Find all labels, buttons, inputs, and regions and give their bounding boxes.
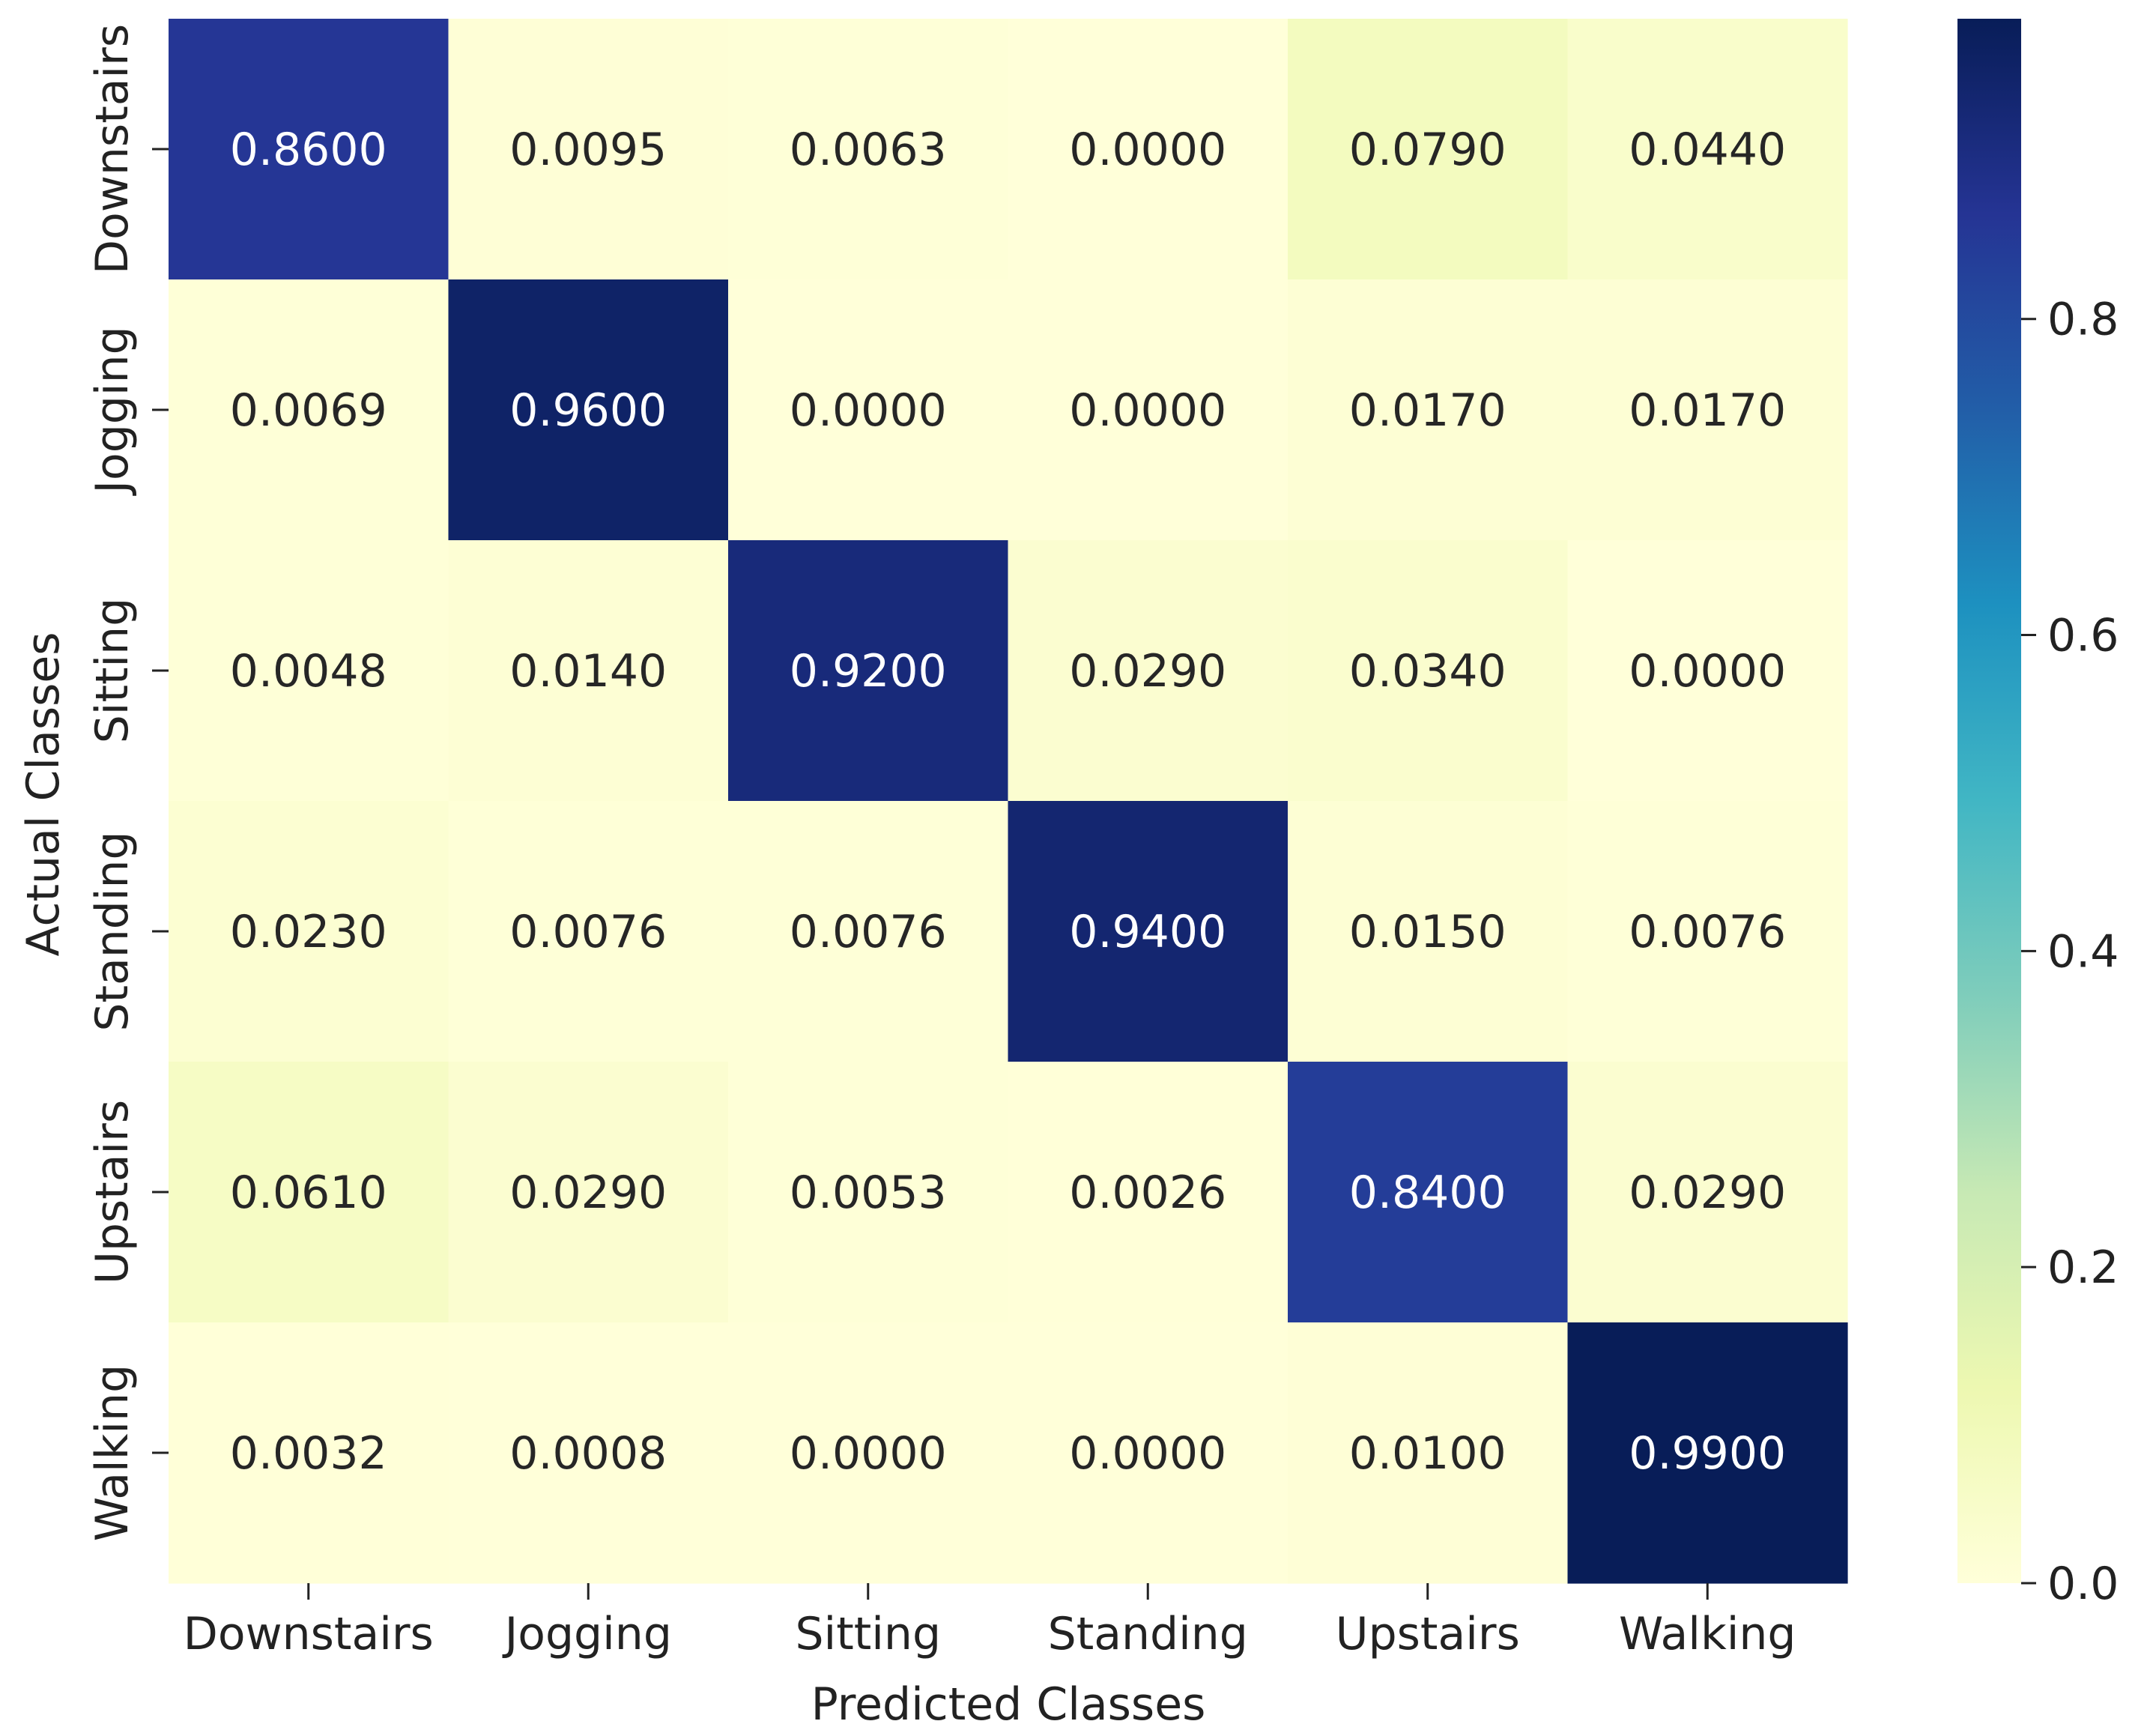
heatmap-cell	[1288, 279, 1569, 541]
heatmap-cell-label: 0.0000	[790, 384, 947, 437]
heatmap-cell	[1567, 540, 1848, 802]
colorbar	[1957, 19, 2021, 1583]
y-tick-label: Downstairs	[86, 24, 139, 274]
heatmap-cell-label: 0.9200	[790, 645, 947, 698]
heatmap-cell-label: 0.0000	[790, 1427, 947, 1480]
heatmap-cell-label: 0.0100	[1349, 1427, 1507, 1480]
heatmap-cell	[448, 279, 729, 541]
heatmap-cell	[448, 540, 729, 802]
y-tick-label: Standing	[86, 831, 139, 1031]
heatmap-cell	[1008, 540, 1289, 802]
heatmap-cell-label: 0.0032	[230, 1427, 387, 1480]
y-axis-label: Actual Classes	[17, 632, 70, 956]
heatmap-cell	[169, 540, 449, 802]
y-tick-label: Walking	[86, 1364, 139, 1541]
heatmap-cell-label: 0.0008	[509, 1427, 667, 1480]
heatmap-cell	[1288, 801, 1569, 1062]
heatmap-cell	[1567, 19, 1848, 280]
heatmap-cell-label: 0.0069	[230, 384, 387, 437]
heatmap-cell-label: 0.0140	[509, 645, 667, 698]
heatmap-cell	[1288, 540, 1569, 802]
heatmap-cell	[448, 1322, 729, 1584]
x-tick-label: Sitting	[795, 1608, 941, 1660]
heatmap-cell	[728, 801, 1009, 1062]
heatmap-cell	[1008, 1062, 1289, 1323]
heatmap-cell	[169, 19, 449, 280]
heatmap-cell-label: 0.0000	[1629, 645, 1786, 698]
heatmap-cell-label: 0.0063	[790, 124, 947, 176]
heatmap-cell-label: 0.0290	[509, 1167, 667, 1219]
colorbar-tick-label: 0.4	[2047, 925, 2119, 978]
colorbar-ticks: 0.0 0.2 0.4 0.6 0.8	[2021, 294, 2119, 1610]
heatmap-cell-label: 0.8400	[1349, 1167, 1507, 1219]
heatmap-cell-label: 0.0076	[1629, 906, 1786, 958]
heatmap-cell	[1567, 1062, 1848, 1323]
x-tick-label: Walking	[1619, 1608, 1796, 1660]
heatmap-cell-label: 0.0000	[1069, 384, 1226, 437]
colorbar-tick-label: 0.0	[2047, 1558, 2119, 1610]
heatmap-cell	[1567, 279, 1848, 541]
heatmap-cell-label: 0.0230	[230, 906, 387, 958]
heatmap-cell	[1288, 19, 1569, 280]
heatmap-cell-label: 0.0026	[1069, 1167, 1226, 1219]
heatmap-cell	[1008, 801, 1289, 1062]
colorbar-tick-label: 0.8	[2047, 294, 2119, 346]
heatmap-cell-label: 0.0170	[1629, 384, 1786, 437]
heatmap-cell-label: 0.0440	[1629, 124, 1786, 176]
heatmap-cell	[1288, 1062, 1569, 1323]
heatmap-cell	[728, 1322, 1009, 1584]
heatmap-cell	[448, 801, 729, 1062]
x-tick-label: Upstairs	[1336, 1608, 1520, 1660]
heatmap-cell-label: 0.0340	[1349, 645, 1507, 698]
heatmap-cell-label: 0.0076	[790, 906, 947, 958]
heatmap-cell	[1567, 801, 1848, 1062]
y-tick-label: Upstairs	[86, 1100, 139, 1284]
heatmap-cells	[169, 19, 1848, 1584]
heatmap-cell-label: 0.0790	[1349, 124, 1507, 176]
heatmap-cell	[448, 19, 729, 280]
y-tick-label: Jogging	[86, 326, 139, 496]
colorbar-tick-label: 0.6	[2047, 610, 2119, 662]
heatmap-cell-label: 0.0095	[509, 124, 667, 176]
heatmap-cell-label: 0.0290	[1069, 645, 1226, 698]
heatmap-cell-label: 0.0076	[509, 906, 667, 958]
heatmap-cell-label: 0.0170	[1349, 384, 1507, 437]
x-tick-label: Standing	[1048, 1608, 1248, 1660]
heatmap-cell	[1567, 1322, 1848, 1584]
heatmap-cell	[169, 279, 449, 541]
heatmap-cell-label: 0.9900	[1629, 1427, 1786, 1480]
heatmap-cell	[169, 1322, 449, 1584]
x-axis-label: Predicted Classes	[811, 1678, 1206, 1731]
heatmap-cell	[1008, 279, 1289, 541]
heatmap-cell-label: 0.0048	[230, 645, 387, 698]
heatmap-cell	[1008, 1322, 1289, 1584]
heatmap-cell	[1008, 19, 1289, 280]
x-tick-label: Downstairs	[184, 1608, 434, 1660]
heatmap-cell	[448, 1062, 729, 1323]
x-tick-label: Jogging	[502, 1608, 672, 1660]
heatmap-cell	[169, 1062, 449, 1323]
x-axis-ticks: Downstairs Jogging Sitting Standing Upstairs…	[184, 1583, 1796, 1660]
heatmap-cell-label: 0.0150	[1349, 906, 1507, 958]
heatmap-cell-label: 0.0000	[1069, 1427, 1226, 1480]
heatmap-cell	[728, 19, 1009, 280]
heatmap-cell-label: 0.8600	[230, 124, 387, 176]
heatmap-cell-label: 0.9400	[1069, 906, 1226, 958]
heatmap-cell-label: 0.0053	[790, 1167, 947, 1219]
heatmap-cell	[728, 1062, 1009, 1323]
heatmap-cell-label: 0.9600	[509, 384, 667, 437]
heatmap-cell	[1288, 1322, 1569, 1584]
heatmap-cell	[728, 279, 1009, 541]
heatmap-cell	[728, 540, 1009, 802]
heatmap-cell-labels: 0.8600 0.0095 0.0063 0.0000 0.0790 0.0440 0.00…	[230, 124, 1786, 1480]
colorbar-tick-label: 0.2	[2047, 1241, 2119, 1294]
y-tick-label: Sitting	[86, 598, 139, 744]
heatmap-cell-label: 0.0610	[230, 1167, 387, 1219]
heatmap-cell-label: 0.0290	[1629, 1167, 1786, 1219]
y-axis-ticks: Downstairs Jogging Sitting Standing Upstairs…	[86, 24, 169, 1541]
heatmap-cell-label: 0.0000	[1069, 124, 1226, 176]
heatmap-cell	[169, 801, 449, 1062]
